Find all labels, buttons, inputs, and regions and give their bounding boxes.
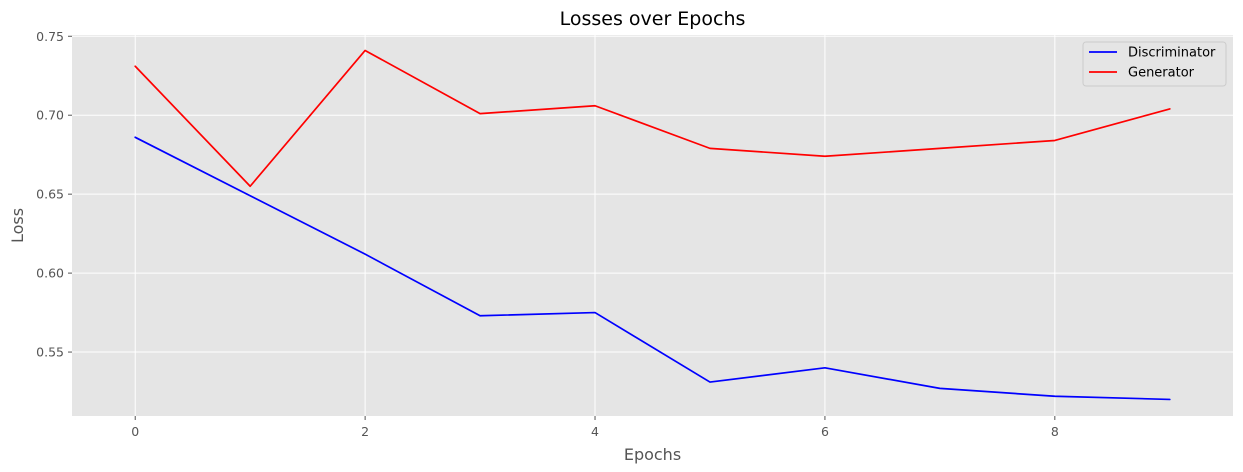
legend-label-discriminator: Discriminator <box>1128 46 1216 61</box>
legend: Discriminator Generator <box>1082 41 1227 87</box>
x-tick-label: 6 <box>821 424 829 439</box>
legend-box <box>1082 41 1227 87</box>
y-tick-label: 0.75 <box>36 29 64 44</box>
x-tick-label: 0 <box>131 424 139 439</box>
series-line-generator <box>134 49 1171 188</box>
x-tick-label: 2 <box>361 424 369 439</box>
plot-area <box>72 35 1233 416</box>
y-tick-label: 0.70 <box>36 108 64 123</box>
grid-lines <box>72 35 1233 416</box>
x-tick-label: 8 <box>1051 424 1059 439</box>
chart-title: Losses over Epochs <box>560 8 746 30</box>
y-tick-label: 0.55 <box>36 345 64 360</box>
axis-ticks: 0 2 4 6 8 0.55 0.60 0.65 0.70 0.75 <box>36 29 1059 439</box>
x-axis-title: Epochs <box>624 445 681 464</box>
y-axis-title: Loss <box>8 208 27 243</box>
x-tick-label: 4 <box>591 424 599 439</box>
series-lines <box>134 49 1171 401</box>
y-tick-label: 0.60 <box>36 266 64 281</box>
series-line-discriminator <box>134 136 1171 401</box>
legend-label-generator: Generator <box>1128 66 1195 81</box>
y-tick-label: 0.65 <box>36 187 64 202</box>
